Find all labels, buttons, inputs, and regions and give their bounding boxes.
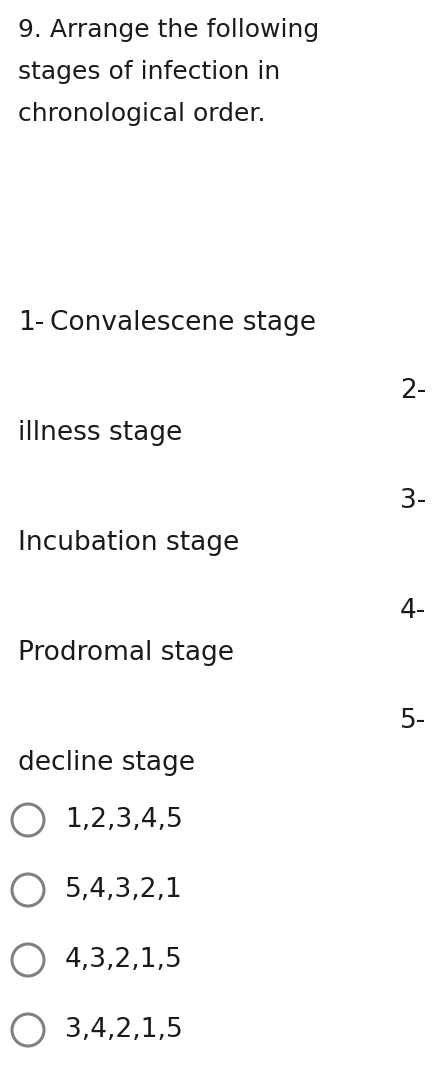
Text: chronological order.: chronological order.	[18, 102, 265, 126]
Text: 5-: 5-	[399, 708, 425, 734]
Text: illness stage: illness stage	[18, 420, 182, 446]
Text: 4,3,2,1,5: 4,3,2,1,5	[65, 947, 182, 973]
Text: 3,4,2,1,5: 3,4,2,1,5	[65, 1017, 182, 1043]
Text: 3-: 3-	[399, 488, 425, 514]
Text: decline stage: decline stage	[18, 750, 194, 777]
Text: 1,2,3,4,5: 1,2,3,4,5	[65, 807, 182, 833]
Text: stages of infection in: stages of infection in	[18, 60, 279, 84]
Text: 9. Arrange the following: 9. Arrange the following	[18, 18, 319, 42]
Text: 4-: 4-	[399, 598, 425, 624]
Text: Prodromal stage: Prodromal stage	[18, 640, 233, 666]
Text: 1-: 1-	[18, 310, 44, 336]
Text: Incubation stage: Incubation stage	[18, 530, 239, 556]
Text: 2-: 2-	[399, 378, 425, 404]
Text: Convalescene stage: Convalescene stage	[50, 310, 315, 336]
Text: 5,4,3,2,1: 5,4,3,2,1	[65, 877, 182, 903]
